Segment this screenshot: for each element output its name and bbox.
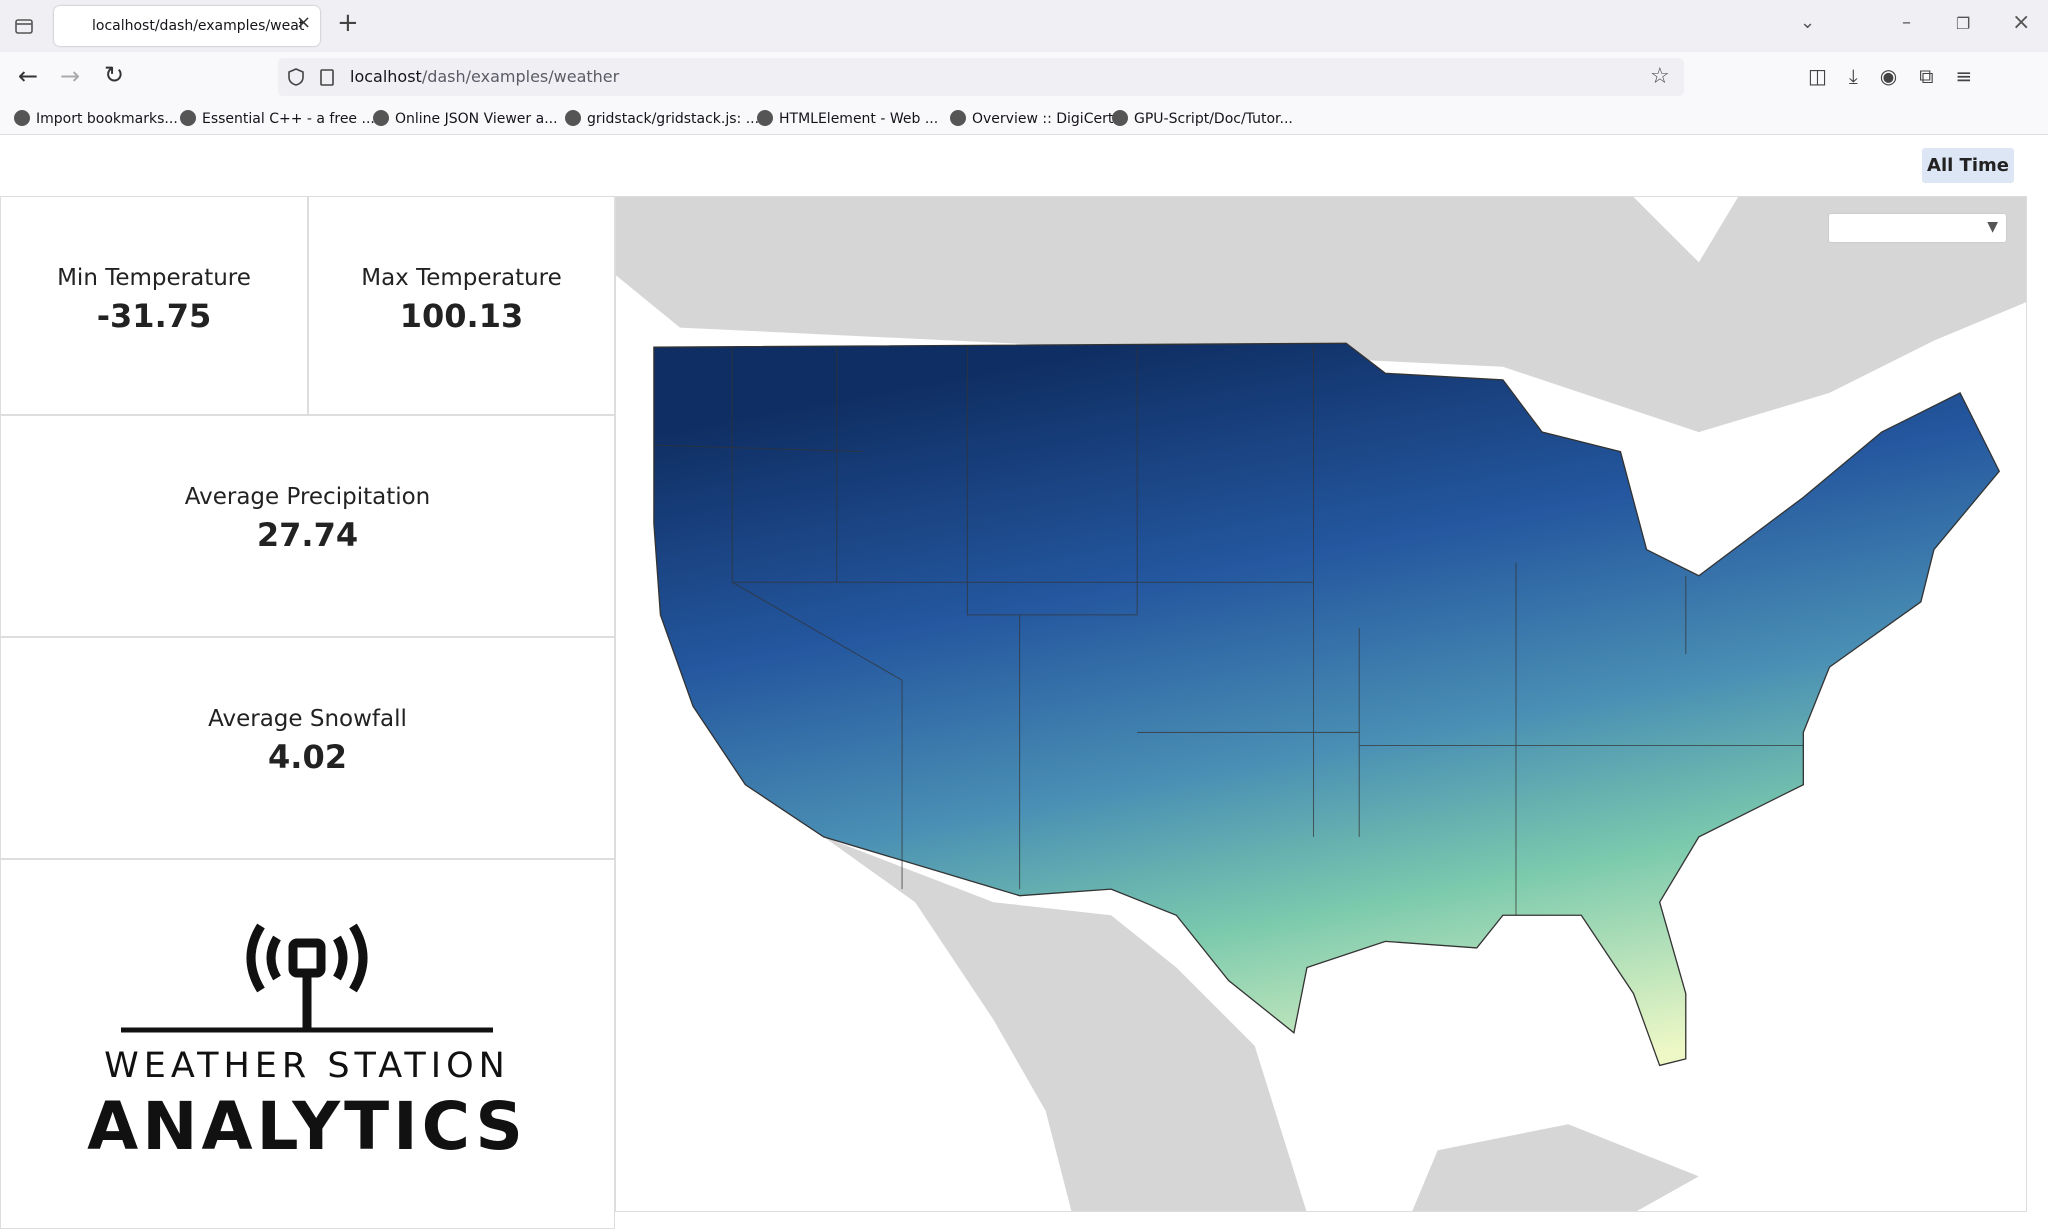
bookmark-icon bbox=[565, 110, 581, 126]
kpi-value: -31.75 bbox=[96, 297, 212, 335]
bookmark[interactable]: Overview :: DigiCert bbox=[950, 110, 1113, 127]
kpi-value: 4.02 bbox=[268, 738, 347, 776]
bookmark-icon bbox=[757, 110, 773, 126]
logo: WEATHER STATION ANALYTICS bbox=[87, 923, 527, 1165]
bookmark-icon bbox=[1112, 110, 1128, 126]
bookmark[interactable]: GPU-Script/Doc/Tutor... bbox=[1112, 110, 1293, 127]
kpi-label: Min Temperature bbox=[57, 265, 251, 291]
close-window[interactable]: × bbox=[2012, 10, 2031, 35]
bookmark-icon bbox=[373, 110, 389, 126]
logo-line2: ANALYTICS bbox=[87, 1088, 527, 1165]
bookmarks-bar: Import bookmarks... Essential C++ - a fre… bbox=[0, 102, 2048, 135]
toolbar-icons[interactable]: ◫⤓◉⧉≡ bbox=[1808, 64, 1995, 88]
new-tab[interactable]: + bbox=[337, 8, 359, 38]
choropleth-map[interactable] bbox=[615, 196, 2027, 1212]
url-bar[interactable]: localhost/dash/examples/weather ☆ bbox=[278, 58, 1684, 96]
bookmark-label: Essential C++ - a free ... bbox=[202, 111, 375, 127]
bookmark-label: gridstack/gridstack.js: ... bbox=[587, 111, 760, 127]
tab-title: localhost/dash/examples/weat bbox=[92, 18, 305, 34]
bookmark-label: Overview :: DigiCert bbox=[972, 111, 1114, 127]
url-host: localhost bbox=[350, 67, 422, 86]
kpi-value: 27.74 bbox=[256, 516, 359, 554]
bookmark-label: Online JSON Viewer a... bbox=[395, 111, 558, 127]
kpi-label: Average Snowfall bbox=[208, 706, 407, 732]
tab-overflow[interactable]: ⌄ bbox=[1800, 12, 1816, 33]
forward[interactable]: → bbox=[60, 62, 81, 90]
all-time-button[interactable]: All Time bbox=[1922, 148, 2014, 183]
kpi-value: 100.13 bbox=[399, 297, 524, 335]
bookmark-icon bbox=[180, 110, 196, 126]
bookmark-icon bbox=[950, 110, 966, 126]
kpi-card: Max Temperature 100.13 bbox=[308, 196, 615, 415]
tab-list-icon bbox=[15, 19, 33, 34]
browser-tab[interactable]: localhost/dash/examples/weat bbox=[54, 6, 320, 46]
reload[interactable]: ↻ bbox=[104, 61, 125, 89]
bookmark[interactable]: Essential C++ - a free ... bbox=[180, 110, 375, 127]
bookmark-icon bbox=[14, 110, 30, 126]
bookmark[interactable]: HTMLElement - Web ... bbox=[757, 110, 938, 127]
bookmark-label: GPU-Script/Doc/Tutor... bbox=[1134, 111, 1293, 127]
kpi-card: Average Precipitation 27.74 bbox=[0, 415, 615, 637]
bookmark-label: Import bookmarks... bbox=[36, 111, 178, 127]
logo-card: WEATHER STATION ANALYTICS bbox=[0, 859, 615, 1229]
url-icons bbox=[288, 68, 334, 86]
tab-close[interactable]: × bbox=[296, 12, 312, 33]
kpi-card: Average Snowfall 4.02 bbox=[0, 637, 615, 859]
bookmark[interactable]: Online JSON Viewer a... bbox=[373, 110, 558, 127]
back[interactable]: ← bbox=[18, 62, 39, 90]
kpi-label: Average Precipitation bbox=[184, 484, 431, 510]
bookmark-star[interactable]: ☆ bbox=[1650, 64, 1670, 89]
logo-line1: WEATHER STATION bbox=[104, 1046, 510, 1086]
bookmark-label: HTMLElement - Web ... bbox=[779, 111, 939, 127]
map-svg bbox=[616, 197, 2026, 1211]
kpi-label: Max Temperature bbox=[361, 265, 562, 291]
minimize[interactable]: – bbox=[1902, 12, 1911, 33]
tab-bar: localhost/dash/examples/weat × + ⌄ – ❐ × bbox=[0, 0, 2048, 52]
restore[interactable]: ❐ bbox=[1956, 14, 1971, 33]
map-dropdown[interactable]: ▼ bbox=[1828, 213, 2007, 243]
bookmark[interactable]: gridstack/gridstack.js: ... bbox=[565, 110, 759, 127]
kpi-card: Min Temperature -31.75 bbox=[0, 196, 308, 415]
bookmark[interactable]: Import bookmarks... bbox=[14, 110, 178, 127]
url-path: /dash/examples/weather bbox=[421, 67, 620, 86]
